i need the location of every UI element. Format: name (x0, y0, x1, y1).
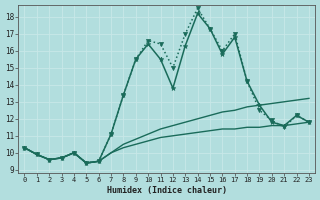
X-axis label: Humidex (Indice chaleur): Humidex (Indice chaleur) (107, 186, 227, 195)
